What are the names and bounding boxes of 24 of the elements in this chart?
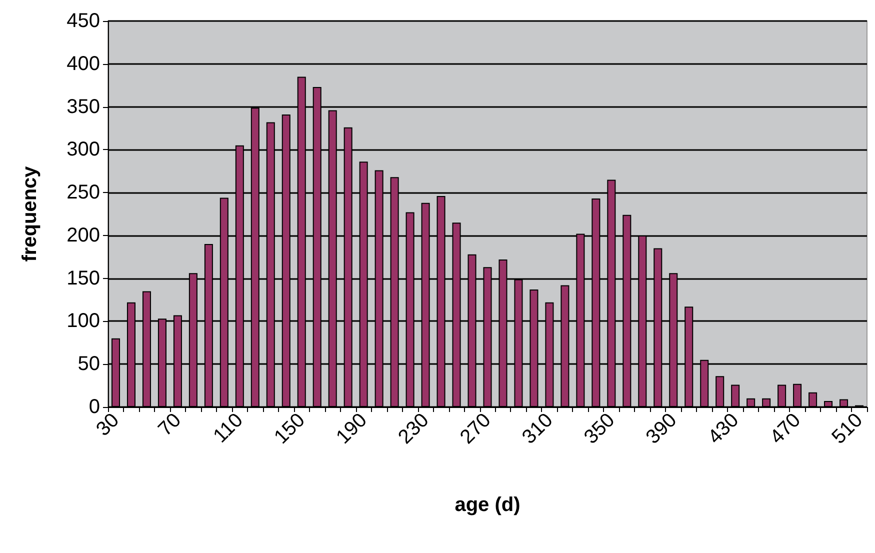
y-tick-label: 50	[78, 353, 100, 376]
x-tick-label: 150	[270, 409, 310, 448]
x-tick-label: 190	[332, 409, 372, 448]
y-tick-label: 300	[66, 138, 100, 161]
x-axis-title: age (d)	[454, 494, 520, 516]
x-tick-label: 510	[828, 409, 868, 448]
y-tick-label: 150	[66, 267, 100, 290]
x-tick-label: 430	[704, 409, 744, 448]
y-tick-label: 350	[66, 96, 100, 118]
y-tick-label: 100	[66, 310, 100, 332]
x-tick-label: 390	[642, 409, 682, 448]
x-tick-label: 70	[154, 409, 186, 440]
x-tick-label: 110	[209, 409, 248, 448]
x-tick-label: 470	[766, 409, 806, 448]
y-tick-label: 400	[66, 52, 100, 75]
y-tick-label: 200	[66, 224, 100, 246]
x-tick-label: 230	[394, 409, 434, 448]
y-tick-label: 250	[66, 182, 100, 204]
x-tick-label: 310	[518, 409, 558, 448]
x-tick-label: 270	[456, 409, 496, 448]
y-tick-label: 0	[88, 396, 100, 418]
x-tick-label: 350	[580, 409, 620, 448]
y-axis-title: frequency	[19, 165, 41, 262]
y-tick-label: 450	[66, 10, 100, 32]
